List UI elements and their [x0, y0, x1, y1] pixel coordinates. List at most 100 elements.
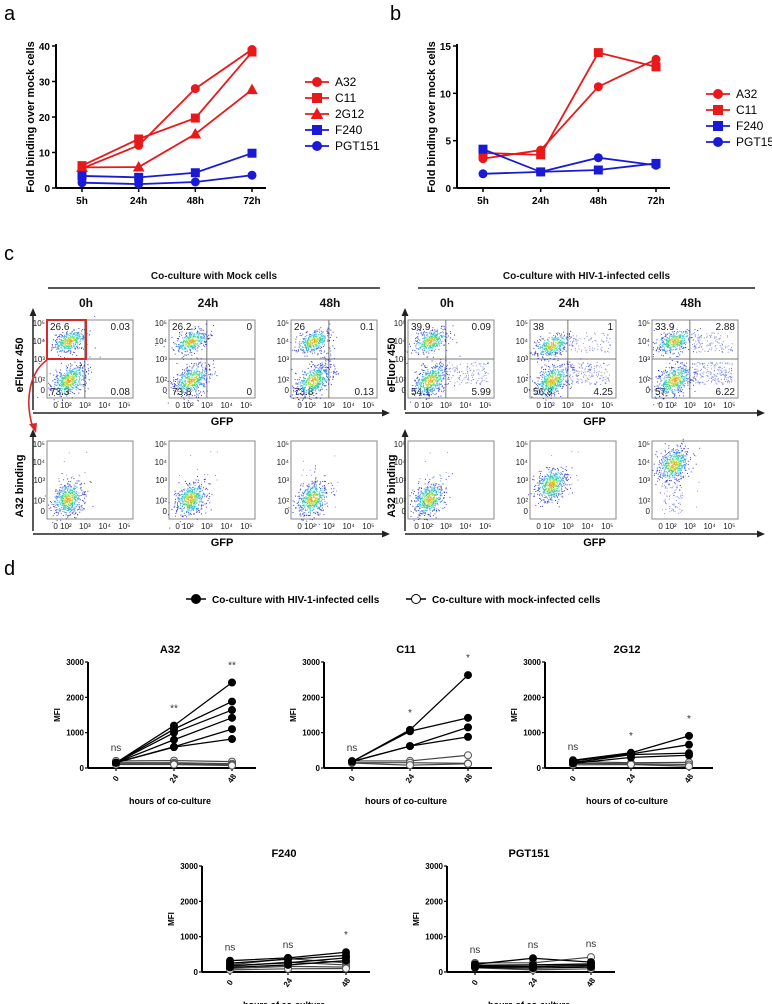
- event-dot: [311, 488, 313, 489]
- event-dot: [54, 334, 56, 336]
- event-dot: [320, 377, 322, 379]
- event-dot: [78, 371, 80, 373]
- event-dot: [69, 332, 71, 334]
- event-dot: [64, 376, 66, 378]
- event-dot: [177, 378, 178, 380]
- event-dot: [309, 508, 311, 510]
- event-dot: [196, 393, 198, 395]
- event-dot: [298, 491, 300, 493]
- data-point: [536, 150, 546, 160]
- event-dot: [191, 492, 193, 494]
- data-point: [593, 48, 603, 58]
- event-dot: [70, 370, 72, 372]
- event-dot: [65, 385, 67, 387]
- event-dot: [56, 509, 58, 510]
- event-dot: [173, 390, 175, 391]
- event-dot: [177, 505, 178, 507]
- event-dot: [53, 386, 55, 388]
- event-dot: [313, 335, 315, 337]
- event-dot: [186, 349, 188, 351]
- event-dot: [439, 340, 441, 342]
- event-dot: [316, 367, 318, 369]
- event-dot: [310, 385, 312, 387]
- event-dot: [424, 334, 426, 336]
- event-dot: [187, 381, 189, 383]
- event-dot: [302, 387, 304, 389]
- event-dot: [203, 329, 205, 331]
- event-dot: [191, 385, 193, 387]
- event-dot: [183, 497, 185, 499]
- event-dot: [423, 337, 425, 339]
- event-dot: [60, 502, 62, 504]
- event-dot: [195, 492, 197, 494]
- event-dot: [56, 497, 58, 499]
- event-dot: [442, 344, 444, 346]
- x-tick-label: 10⁵: [479, 401, 491, 410]
- event-dot: [301, 390, 303, 392]
- event-dot: [80, 389, 82, 391]
- event-dot: [330, 353, 331, 355]
- legend-marker: [312, 125, 322, 135]
- quadrant-lr: 0.13: [355, 387, 375, 398]
- event-dot: [79, 367, 80, 369]
- event-dot: [311, 480, 313, 482]
- event-dot: [186, 342, 188, 344]
- event-dot: [195, 378, 197, 380]
- event-dot: [191, 378, 193, 380]
- event-dot: [203, 383, 205, 385]
- event-dot: [317, 380, 319, 382]
- event-dot: [197, 482, 199, 483]
- event-dot: [187, 484, 188, 486]
- y-tick-label: 0: [445, 184, 451, 195]
- event-dot: [194, 371, 196, 373]
- event-dot: [185, 368, 187, 370]
- event-dot: [332, 331, 334, 333]
- event-dot: [417, 352, 419, 354]
- event-dot: [417, 336, 419, 338]
- event-dot: [69, 495, 71, 497]
- event-dot: [57, 500, 59, 501]
- event-dot: [307, 379, 309, 380]
- event-dot: [306, 493, 308, 495]
- event-dot: [432, 346, 434, 348]
- event-dot: [307, 489, 309, 490]
- event-dot: [336, 371, 338, 373]
- event-dot: [323, 371, 325, 373]
- event-dot: [313, 517, 315, 519]
- x-tick-label: 10⁴: [220, 522, 233, 531]
- event-dot: [314, 370, 316, 372]
- event-dot: [168, 514, 169, 516]
- event-dot: [317, 506, 319, 508]
- event-dot: [86, 451, 88, 453]
- event-dot: [75, 348, 76, 350]
- event-dot: [186, 393, 187, 395]
- event-dot: [318, 332, 320, 334]
- event-dot: [424, 343, 426, 345]
- event-dot: [89, 330, 91, 332]
- event-dot: [70, 389, 72, 390]
- event-dot: [187, 384, 189, 386]
- event-dot: [180, 384, 182, 386]
- event-dot: [308, 494, 310, 495]
- event-dot: [209, 376, 210, 378]
- event-dot: [202, 337, 204, 339]
- event-dot: [316, 340, 318, 342]
- event-dot: [320, 368, 322, 370]
- event-dot: [305, 345, 307, 347]
- event-dot: [443, 326, 445, 328]
- event-dot: [73, 328, 75, 330]
- event-dot: [307, 498, 309, 500]
- event-dot: [189, 334, 191, 335]
- event-dot: [184, 375, 186, 377]
- event-dot: [303, 390, 305, 392]
- event-dot: [58, 341, 60, 343]
- panel-label-d: d: [4, 558, 15, 580]
- event-dot: [201, 495, 203, 497]
- event-dot: [309, 384, 311, 386]
- event-dot: [200, 361, 202, 363]
- event-dot: [311, 502, 313, 504]
- event-dot: [82, 385, 84, 387]
- event-dot: [183, 504, 185, 506]
- event-dot: [57, 511, 59, 513]
- event-dot: [431, 329, 433, 331]
